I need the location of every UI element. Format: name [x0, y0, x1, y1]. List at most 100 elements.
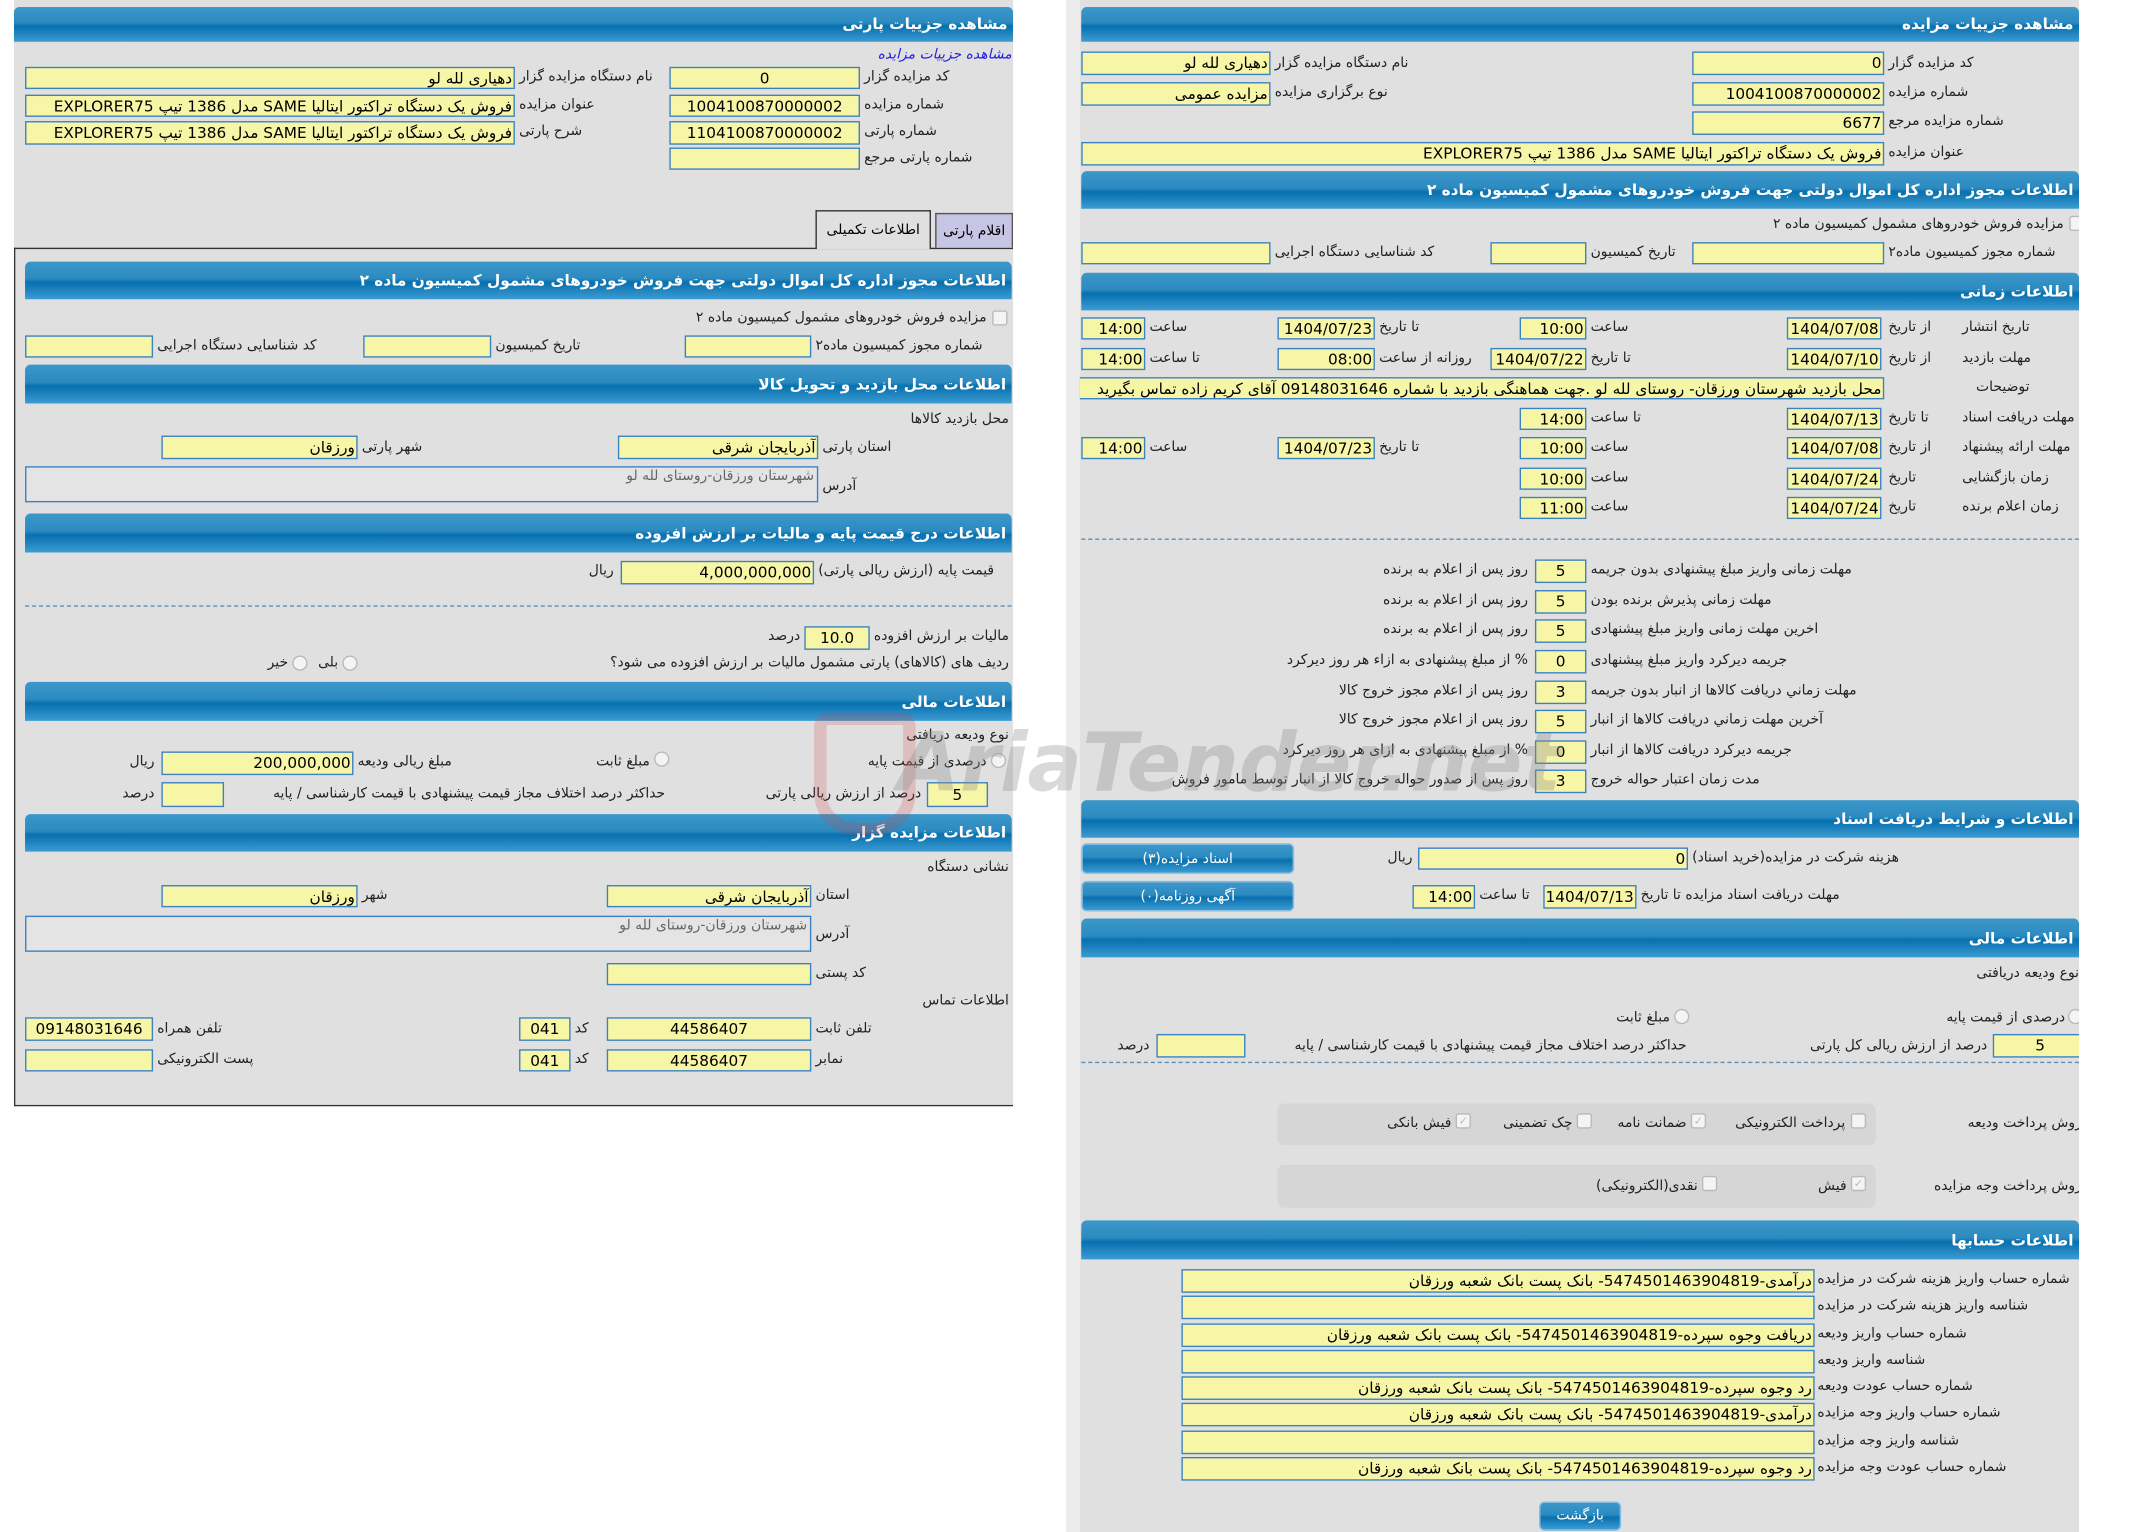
payment-method-checkbox[interactable] [1701, 1175, 1718, 1192]
permit-number-field[interactable] [1692, 242, 1885, 265]
permit-number-field[interactable] [684, 335, 812, 358]
date-field[interactable]: 1404/07/22 [1490, 347, 1587, 371]
newspaper-ad-button[interactable]: آگهی روزنامه(۰) [1081, 880, 1295, 912]
auction-number-field[interactable]: 1004100870000002 [1692, 82, 1885, 106]
fax-field[interactable]: 44586407 [606, 1049, 812, 1072]
vat-yes-radio[interactable] [342, 655, 358, 671]
time-field[interactable]: 11:00 [1519, 496, 1587, 520]
address-field[interactable]: شهرستان ورزقان-روستای لله لو [25, 915, 812, 952]
field-value: 0 [759, 68, 770, 87]
date-field[interactable]: 1404/07/13 [1786, 407, 1882, 431]
field-value: 041 [530, 1051, 560, 1070]
max-diff-field[interactable] [161, 782, 225, 808]
time-field[interactable]: 08:00 [1277, 347, 1375, 371]
fixed-amount-radio[interactable] [1674, 1008, 1690, 1025]
account-field[interactable] [1181, 1430, 1815, 1455]
auction-details-link[interactable]: مشاهده جزییات مزایده [877, 47, 1012, 63]
date-field[interactable]: 1404/07/23 [1277, 317, 1375, 340]
account-field[interactable]: رد وجوه سپرده-547450146390481​9- بانک پس… [1181, 1456, 1815, 1481]
date-field[interactable]: 1404/07/10 [1786, 347, 1882, 371]
auction-title-field[interactable]: فروش یک دستگاه تراکتور ایتالیا SAME مدل … [1081, 141, 1885, 166]
time-field[interactable]: 10:00 [1519, 436, 1587, 460]
percent-of-base-radio[interactable] [2067, 1008, 2080, 1025]
party-address-field[interactable]: شهرستان ورزقان-روستای لله لو [25, 466, 819, 503]
city-field[interactable]: ورزقان [161, 885, 358, 908]
email-field[interactable] [25, 1049, 154, 1072]
auctioneer-code-field[interactable]: 0 [1692, 51, 1885, 76]
date-field[interactable]: 1404/07/13 [1543, 885, 1637, 909]
deadline-value-field[interactable]: 0 [1534, 649, 1587, 674]
auction-type-field[interactable]: مزایده عمومی [1081, 82, 1271, 106]
vat-field[interactable]: 10.0 [804, 626, 870, 650]
account-field[interactable] [1181, 1295, 1815, 1320]
field-value: 5 [1555, 562, 1566, 581]
time-field[interactable]: 14:00 [1081, 317, 1146, 340]
phone-code-field[interactable]: 041 [519, 1017, 571, 1041]
time-field[interactable]: 10:00 [1519, 317, 1587, 340]
auctioneer-code-field[interactable]: 0 [669, 66, 861, 90]
commission-date-field[interactable] [1490, 242, 1587, 265]
party-description-field[interactable]: فروش یک دستگاه تراکتور ایتالیا SAME مدل … [25, 121, 515, 145]
org-id-field[interactable] [1081, 242, 1271, 265]
time-field[interactable]: 14:00 [1081, 347, 1146, 371]
deposit-amount-field[interactable]: 200,000,000 [161, 751, 354, 776]
date-field[interactable]: 1404/07/23 [1277, 436, 1375, 460]
postal-code-field[interactable] [606, 962, 812, 986]
account-field[interactable]: رد وجوه سپرده-547450146390481​9- بانک پس… [1181, 1376, 1815, 1400]
date-field[interactable]: 1404/07/24 [1786, 467, 1882, 490]
time-field[interactable]: 14:00 [1081, 436, 1146, 460]
account-field[interactable]: درآمدی-547450146390481​9- بانک پست بانک … [1181, 1269, 1815, 1293]
commission-checkbox[interactable] [2069, 215, 2080, 232]
org-name-field[interactable]: دهیاری لله لو [25, 66, 515, 90]
account-field[interactable]: دریافت وجوه سپرده-547450146390481​9- بان… [1181, 1323, 1815, 1348]
notes-field[interactable]: محل بازدید شهرستان ورزقان- روستای لله لو… [1079, 377, 1885, 400]
deposit-method-checkbox[interactable] [1850, 1113, 1867, 1129]
account-field[interactable] [1181, 1349, 1815, 1374]
auction-title-field[interactable]: فروش یک دستگاه تراکتور ایتالیا SAME مدل … [25, 94, 515, 117]
deposit-method-checkbox[interactable]: ✓ [1690, 1113, 1707, 1129]
vat-no-radio[interactable] [292, 655, 308, 671]
reference-auction-field[interactable]: 6677 [1692, 111, 1885, 135]
auction-number-field[interactable]: 1004100870000002 [669, 94, 861, 117]
commission-date-field[interactable] [363, 335, 492, 358]
party-number-field[interactable]: 1104100870000002 [669, 121, 861, 145]
date-field[interactable]: 1404/07/08 [1786, 317, 1882, 340]
back-button[interactable]: بازگشت [1539, 1501, 1622, 1531]
base-price-field[interactable]: 4,000,000,000 [620, 560, 815, 585]
deadline-value-field[interactable]: 5 [1534, 559, 1587, 584]
commission-checkbox[interactable] [992, 310, 1008, 326]
time-field[interactable]: 14:00 [1412, 885, 1476, 909]
deposit-percent-field[interactable]: 5 [926, 782, 989, 808]
org-id-field[interactable] [25, 335, 154, 358]
org-name-field[interactable]: دهیاری لله لو [1081, 51, 1271, 76]
docs-fee-field[interactable]: 0 [1418, 847, 1688, 870]
tab-party-items[interactable]: اقلام پارتی [935, 212, 1014, 248]
deadline-value-field[interactable]: 5 [1534, 590, 1587, 614]
date-field[interactable]: 1404/07/08 [1786, 436, 1882, 460]
deadline-value-field[interactable]: 0 [1534, 740, 1587, 764]
fixed-amount-radio[interactable] [654, 751, 670, 767]
phone-field[interactable]: 44586407 [606, 1017, 812, 1041]
reference-party-field[interactable] [669, 147, 861, 170]
time-field[interactable]: 10:00 [1519, 467, 1587, 490]
date-field[interactable]: 1404/07/24 [1786, 496, 1882, 520]
deposit-percent-field[interactable]: 5 [1992, 1033, 2080, 1058]
party-city-field[interactable]: ورزقان [161, 435, 358, 460]
deadline-value-field[interactable]: 5 [1534, 619, 1587, 643]
tab-additional-info[interactable]: اطلاعات تکمیلی [815, 210, 931, 250]
party-province-field[interactable]: آذربایجان شرقی [617, 435, 819, 460]
max-diff-field[interactable] [1156, 1033, 1246, 1058]
payment-method-checkbox[interactable]: ✓ [1850, 1175, 1867, 1192]
province-field[interactable]: آذربایجان شرقی [606, 885, 812, 908]
time-field[interactable]: 14:00 [1519, 407, 1587, 431]
deposit-method-checkbox[interactable]: ✓ [1455, 1113, 1471, 1129]
fax-code-field[interactable]: 041 [519, 1049, 571, 1072]
account-field[interactable]: درآمدی-547450146390481​9- بانک پست بانک … [1181, 1402, 1815, 1427]
deadline-value-field[interactable]: 3 [1534, 769, 1587, 794]
deadline-value-field[interactable]: 5 [1534, 709, 1587, 734]
percent-of-base-radio[interactable] [990, 752, 1007, 769]
mobile-field[interactable]: 09148031646 [25, 1017, 154, 1041]
auction-documents-button[interactable]: اسناد مزایده(۳) [1081, 843, 1295, 874]
deposit-method-checkbox[interactable] [1576, 1113, 1592, 1129]
deadline-value-field[interactable]: 3 [1534, 680, 1587, 705]
